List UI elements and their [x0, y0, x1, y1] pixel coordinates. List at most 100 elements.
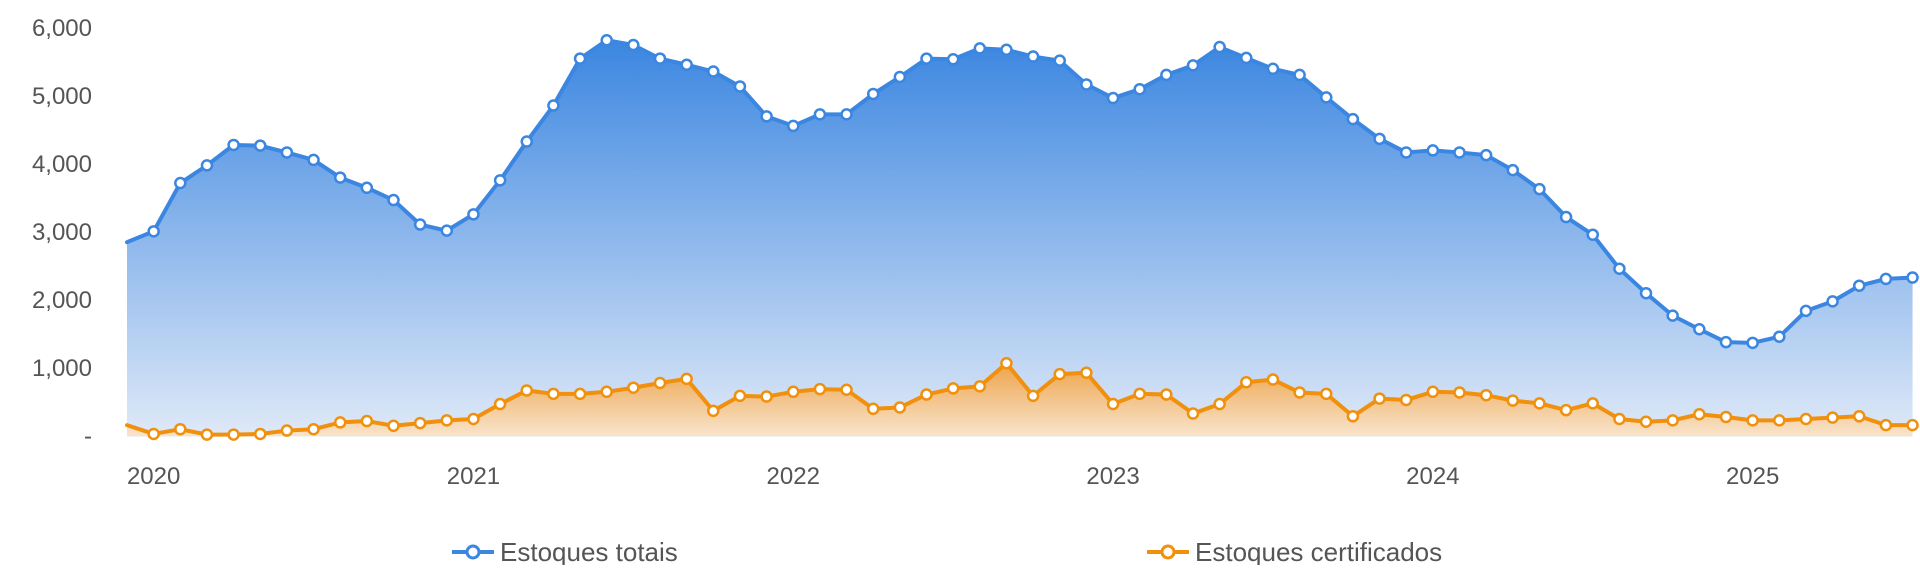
data-point-certified: [1293, 386, 1306, 399]
data-point-total: [1053, 54, 1066, 67]
data-point-certified: [467, 412, 480, 426]
data-point-total: [387, 193, 400, 207]
data-point-total: [493, 174, 507, 187]
data-point-total: [1666, 309, 1679, 322]
data-point-total: [600, 33, 613, 47]
data-point-total: [1426, 144, 1440, 157]
y-axis: - 1,000 2,000 3,000 4,000 5,000 6,000: [32, 15, 92, 450]
data-point-certified: [1399, 393, 1413, 407]
data-point-total: [1826, 295, 1839, 308]
data-point-certified: [1586, 397, 1599, 410]
data-point-certified: [1080, 366, 1093, 380]
data-point-total: [627, 38, 640, 52]
data-point-certified: [946, 382, 960, 395]
data-point-total: [840, 108, 853, 121]
series-area-total: [127, 40, 1913, 437]
data-point-total: [1080, 78, 1093, 91]
data-point-total: [1026, 50, 1040, 63]
data-point-certified: [413, 416, 427, 430]
data-point-total: [1320, 91, 1333, 104]
data-point-total: [1346, 112, 1360, 126]
data-point-certified: [387, 419, 400, 433]
data-point-total: [1719, 335, 1733, 349]
y-tick-label: 1,000: [32, 355, 92, 382]
data-point-total: [760, 110, 773, 123]
data-point-certified: [1053, 367, 1066, 381]
data-point-certified: [1373, 392, 1386, 405]
data-point-certified: [1506, 394, 1520, 407]
legend-label-total: Estoques totais: [500, 537, 678, 565]
data-point-total: [813, 108, 827, 121]
data-point-total: [1639, 286, 1653, 300]
data-point-certified: [333, 416, 347, 429]
data-point-certified: [1826, 411, 1839, 424]
data-point-total: [520, 135, 533, 148]
data-point-certified: [547, 387, 560, 401]
data-point-total: [866, 87, 880, 101]
data-point-total: [1799, 304, 1813, 318]
data-point-certified: [760, 390, 773, 403]
data-point-total: [893, 70, 907, 84]
data-point-certified: [1106, 397, 1120, 411]
data-point-certified: [360, 414, 374, 428]
data-point-certified: [1879, 418, 1893, 432]
data-point-total: [1559, 210, 1573, 224]
y-tick-label: 5,000: [32, 83, 92, 110]
y-tick-label: -: [84, 423, 92, 450]
y-tick-label: 3,000: [32, 219, 92, 246]
data-point-total: [280, 146, 294, 159]
data-point-total: [787, 119, 800, 133]
data-point-total: [307, 153, 320, 167]
data-point-certified: [254, 427, 267, 441]
data-point-total: [946, 53, 960, 66]
data-point-certified: [1773, 414, 1786, 427]
data-point-certified: [493, 397, 507, 411]
data-point-certified: [1799, 412, 1813, 426]
data-point-total: [1853, 279, 1866, 292]
legend: Estoques totais Estoques certificados: [452, 537, 1442, 567]
data-point-certified: [733, 389, 747, 403]
data-point-total: [1240, 51, 1253, 65]
data-point-certified: [840, 383, 853, 397]
data-point-certified: [893, 401, 907, 414]
x-tick-label: 2025: [1726, 463, 1779, 490]
data-point-total: [413, 218, 427, 231]
data-point-total: [1586, 228, 1599, 241]
data-point-total: [653, 52, 667, 65]
y-tick-label: 6,000: [32, 15, 92, 42]
data-point-certified: [1026, 389, 1040, 403]
data-point-certified: [1213, 397, 1226, 411]
data-point-certified: [973, 380, 987, 393]
data-point-certified: [1000, 356, 1013, 370]
data-point-total: [733, 80, 747, 93]
data-point-certified: [1906, 418, 1919, 432]
series-points: [147, 33, 1919, 441]
data-point-total: [1399, 146, 1413, 159]
data-point-total: [200, 159, 214, 172]
data-point-certified: [787, 385, 800, 399]
data-point-certified: [227, 428, 240, 441]
data-point-total: [1266, 62, 1280, 76]
data-point-total: [920, 52, 933, 65]
data-point-certified: [1160, 388, 1173, 401]
x-tick-label: 2021: [447, 463, 500, 490]
data-point-total: [1106, 91, 1120, 105]
data-point-certified: [573, 387, 587, 401]
data-point-total: [1906, 271, 1919, 284]
data-point-total: [1293, 68, 1306, 82]
data-point-certified: [653, 376, 667, 390]
data-point-total: [573, 52, 587, 65]
data-point-certified: [1666, 414, 1679, 427]
data-point-certified: [707, 404, 720, 418]
data-point-certified: [1133, 387, 1146, 401]
data-point-certified: [440, 414, 454, 427]
data-point-certified: [520, 384, 533, 397]
data-point-certified: [1533, 397, 1546, 410]
series-area-certified: [127, 363, 1913, 436]
data-point-certified: [1639, 415, 1653, 428]
legend-marker-total: [465, 544, 481, 560]
y-tick-label: 4,000: [32, 151, 92, 178]
data-point-certified: [1853, 410, 1866, 423]
data-point-certified: [1266, 373, 1280, 386]
